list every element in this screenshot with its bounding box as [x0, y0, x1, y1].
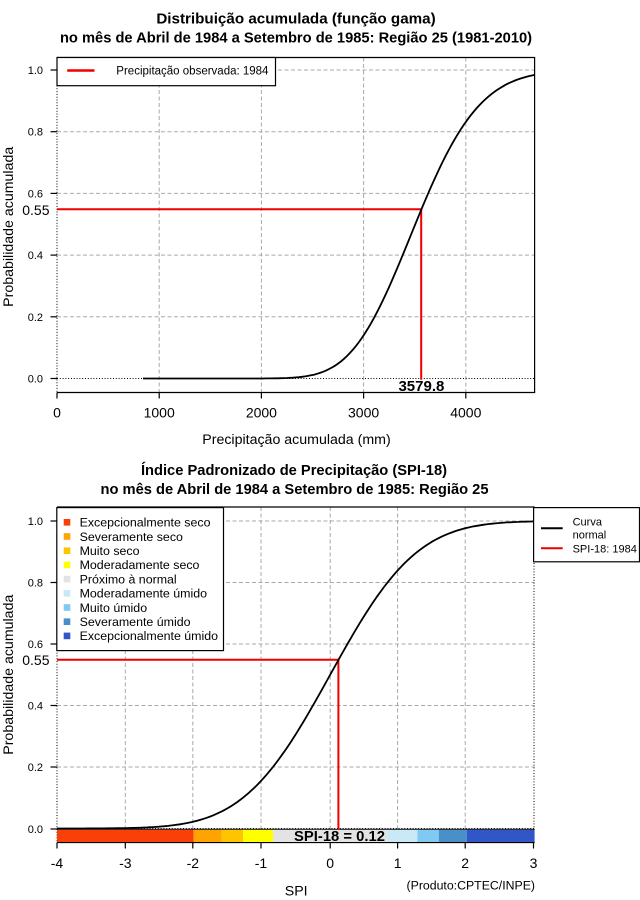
svg-text:Muito seco: Muito seco	[80, 544, 140, 558]
svg-text:Muito úmido: Muito úmido	[80, 601, 148, 615]
svg-text:Próximo à normal: Próximo à normal	[80, 572, 177, 586]
svg-text:Severamente úmido: Severamente úmido	[80, 615, 191, 629]
svg-text:1.0: 1.0	[28, 65, 43, 77]
svg-text:1: 1	[394, 855, 402, 871]
svg-text:2000: 2000	[246, 405, 277, 421]
svg-text:-4: -4	[51, 855, 64, 871]
svg-text:no mês de Abril de 1984 a Sete: no mês de Abril de 1984 a Setembro de 19…	[60, 30, 532, 46]
svg-text:0.0: 0.0	[28, 374, 43, 386]
svg-text:0: 0	[53, 405, 61, 421]
svg-text:Índice Padronizado de Precipit: Índice Padronizado de Precipitação (SPI-…	[141, 462, 447, 479]
svg-text:4000: 4000	[450, 405, 481, 421]
svg-text:Distribuição acumulada (função: Distribuição acumulada (função gama)	[156, 11, 435, 28]
svg-text:0.4: 0.4	[28, 701, 43, 713]
svg-text:0.8: 0.8	[28, 578, 43, 590]
svg-text:0.55: 0.55	[22, 202, 49, 218]
svg-text:no mês de Abril de 1984 a Sete: no mês de Abril de 1984 a Setembro de 19…	[100, 482, 488, 498]
svg-text:normal: normal	[573, 530, 607, 542]
svg-text:SPI-18 = 0.12: SPI-18 = 0.12	[294, 829, 385, 845]
svg-text:-2: -2	[187, 855, 200, 871]
svg-text:Excepcionalmente seco: Excepcionalmente seco	[80, 516, 211, 530]
svg-text:Excepcionalmente úmido: Excepcionalmente úmido	[80, 629, 219, 643]
svg-text:-3: -3	[119, 855, 132, 871]
svg-text:0.6: 0.6	[28, 188, 43, 200]
svg-text:0.8: 0.8	[28, 127, 43, 139]
svg-text:Moderadamente seco: Moderadamente seco	[80, 558, 200, 572]
svg-text:-1: -1	[255, 855, 268, 871]
svg-text:3: 3	[530, 855, 538, 871]
svg-text:3579.8: 3579.8	[398, 378, 444, 395]
svg-text:0.2: 0.2	[28, 312, 43, 324]
svg-text:Precipitação observada: 1984: Precipitação observada: 1984	[116, 66, 269, 78]
svg-text:Probabilidade acumulada: Probabilidade acumulada	[1, 147, 17, 307]
svg-text:Moderadamente úmido: Moderadamente úmido	[80, 587, 208, 601]
svg-text:0.2: 0.2	[28, 762, 43, 774]
svg-text:Precipitação acumulada (mm): Precipitação acumulada (mm)	[202, 432, 390, 448]
svg-text:3000: 3000	[348, 405, 379, 421]
svg-text:1000: 1000	[144, 405, 175, 421]
svg-text:0.4: 0.4	[28, 250, 43, 262]
svg-text:Severamente seco: Severamente seco	[80, 530, 183, 544]
svg-text:0.6: 0.6	[28, 639, 43, 651]
svg-text:1.0: 1.0	[28, 516, 43, 528]
svg-text:(Produto:CPTEC/INPE): (Produto:CPTEC/INPE)	[407, 879, 535, 893]
svg-text:Probabilidade acumulada: Probabilidade acumulada	[1, 595, 17, 755]
svg-text:SPI-18: 1984: SPI-18: 1984	[573, 543, 637, 555]
svg-text:Curva: Curva	[573, 517, 603, 529]
svg-text:0: 0	[326, 855, 334, 871]
svg-text:SPI: SPI	[285, 884, 308, 900]
svg-text:0.0: 0.0	[28, 824, 43, 836]
svg-text:0.55: 0.55	[22, 652, 49, 668]
svg-text:2: 2	[461, 855, 469, 871]
